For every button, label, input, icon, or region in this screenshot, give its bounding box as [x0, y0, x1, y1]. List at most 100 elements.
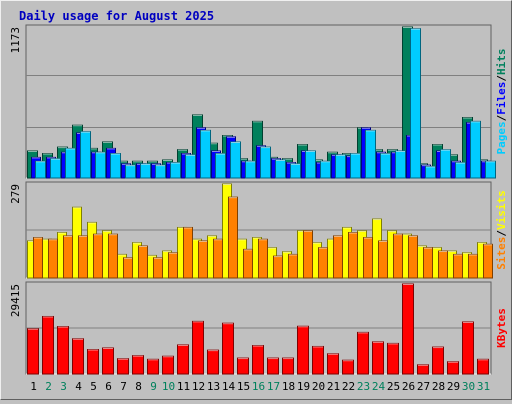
middle-panel-bar-sites-22	[348, 232, 358, 279]
bottom-panel-bar-kbytes-30	[462, 321, 474, 375]
middle-panel-bar-sites-6	[108, 233, 118, 279]
bottom-panel-legend: KBytes	[495, 308, 508, 348]
x-tick-label-6: 6	[105, 380, 112, 393]
bottom-panel-bar-kbytes-14	[222, 322, 234, 375]
top-panel-bar-pages-22	[350, 153, 361, 179]
bar-fill	[117, 358, 129, 375]
top-panel-legend-hits: Hits	[495, 49, 508, 76]
bar-fill	[447, 361, 459, 375]
top-panel-legend-separator: /	[495, 114, 508, 121]
bottom-panel-bar-kbytes-24	[372, 341, 384, 375]
bottom-panel-bar-kbytes-8	[132, 355, 144, 375]
bottom-panel-bar-kbytes-18	[282, 357, 294, 375]
bar-fill	[153, 257, 163, 279]
middle-panel-bar-sites-2	[48, 238, 58, 279]
bar-fill	[245, 160, 256, 179]
x-tick-label-4: 4	[75, 380, 82, 393]
bottom-panel-bar-kbytes-5	[87, 349, 99, 375]
bar-fill	[258, 238, 268, 279]
top-panel-bar-pages-25	[395, 150, 406, 179]
bar-fill	[318, 247, 328, 279]
bar-fill	[183, 226, 193, 279]
bottom-panel-bar-kbytes-16	[252, 345, 264, 375]
bar-fill	[260, 146, 271, 179]
bar-fill	[402, 283, 414, 375]
top-panel-bar-pages-18	[290, 163, 301, 179]
x-tick-label-29: 29	[447, 380, 460, 393]
bar-fill	[93, 233, 103, 279]
bar-fill	[213, 238, 223, 279]
middle-panel-bar-sites-17	[273, 255, 283, 279]
bottom-panel-bar-kbytes-9	[147, 358, 159, 375]
x-tick-label-3: 3	[60, 380, 67, 393]
bar-fill	[27, 328, 39, 375]
bar-fill	[215, 153, 226, 179]
bar-fill	[147, 358, 159, 375]
bar-fill	[177, 344, 189, 375]
bar-fill	[170, 162, 181, 179]
top-panel-bar-pages-16	[260, 146, 271, 179]
top-panel-bar-pages-10	[170, 162, 181, 179]
top-panel-bar-pages-8	[140, 163, 151, 179]
bottom-panel-ymax-label: 29415	[9, 284, 22, 317]
bar-fill	[297, 325, 309, 375]
bar-fill	[57, 326, 69, 375]
bar-fill	[417, 364, 429, 375]
bar-fill	[108, 233, 118, 279]
middle-panel-bar-sites-5	[93, 233, 103, 279]
bar-fill	[432, 346, 444, 375]
x-tick-label-12: 12	[192, 380, 205, 393]
middle-panel-bar-sites-11	[183, 226, 193, 279]
top-panel-bar-pages-12	[200, 129, 211, 179]
middle-panel-bar-sites-14	[228, 196, 238, 279]
top-panel-bar-pages-1	[35, 160, 46, 179]
top-panel-bar-pages-6	[110, 153, 121, 179]
bar-fill	[393, 233, 403, 279]
bottom-panel-bar-kbytes-22	[342, 359, 354, 375]
x-tick-label-31: 31	[477, 380, 490, 393]
bottom-panel-bar-kbytes-7	[117, 358, 129, 375]
top-panel-bar-pages-4	[80, 131, 91, 179]
bar-fill	[357, 331, 369, 375]
x-tick-label-24: 24	[372, 380, 386, 393]
top-panel-bar-pages-2	[50, 158, 61, 179]
bar-fill	[462, 321, 474, 375]
middle-panel-bar-sites-16	[258, 238, 268, 279]
bar-fill	[483, 243, 493, 279]
bottom-panel-bar-kbytes-11	[177, 344, 189, 375]
bar-fill	[48, 238, 58, 279]
top-panel-bar-pages-27	[425, 165, 436, 179]
middle-panel-bar-sites-4	[78, 235, 88, 279]
top-panel-bar-pages-3	[65, 147, 76, 179]
bottom-panel-bar-kbytes-2	[42, 315, 54, 375]
x-tick-label-2: 2	[45, 380, 52, 393]
middle-panel-legend-visits: Visits	[495, 190, 508, 230]
x-tick-label-5: 5	[90, 380, 97, 393]
top-panel-bar-pages-11	[185, 154, 196, 179]
middle-panel-bar-sites-27	[423, 247, 433, 279]
bottom-panel-bar-kbytes-13	[207, 349, 219, 375]
bar-fill	[87, 349, 99, 375]
top-panel-bar-pages-23	[365, 129, 376, 179]
bar-fill	[123, 257, 133, 279]
bar-fill	[312, 345, 324, 375]
bar-fill	[267, 357, 279, 375]
top-panel-bar-pages-26	[410, 28, 421, 179]
x-tick-label-18: 18	[282, 380, 295, 393]
bottom-panel-legend-kbytes: KBytes	[495, 308, 508, 348]
middle-panel-legend: Sites/Visits	[495, 190, 508, 270]
middle-panel-bar-sites-31	[483, 243, 493, 279]
top-panel-bar-pages-31	[485, 160, 496, 179]
middle-panel-bar-sites-13	[213, 238, 223, 279]
bar-fill	[438, 250, 448, 279]
bottom-panel-bar-kbytes-27	[417, 364, 429, 375]
bar-fill	[363, 237, 373, 279]
bar-fill	[185, 154, 196, 179]
middle-panel-bar-sites-24	[378, 240, 388, 279]
bar-fill	[138, 245, 148, 279]
bottom-panel-bar-kbytes-6	[102, 347, 114, 375]
x-tick-label-10: 10	[162, 380, 175, 393]
x-tick-label-8: 8	[135, 380, 142, 393]
bar-fill	[275, 159, 286, 179]
